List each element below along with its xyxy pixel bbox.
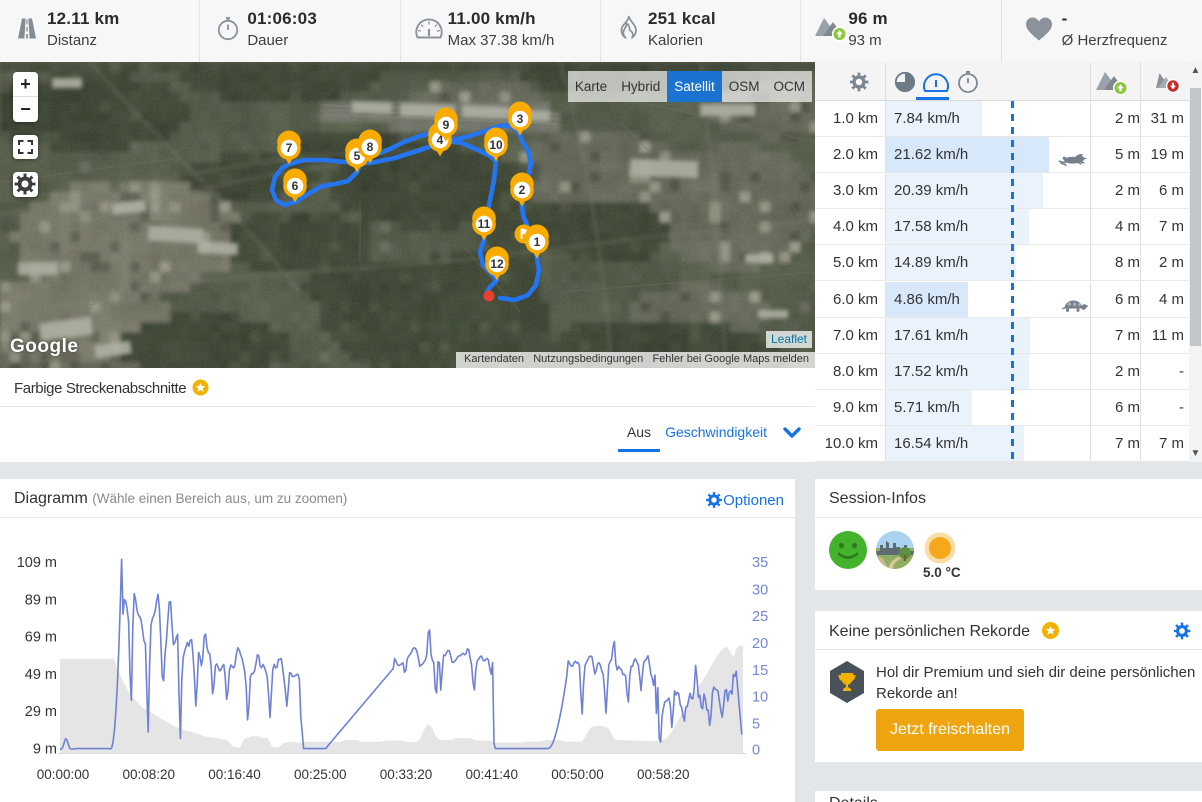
svg-text:00:58:20: 00:58:20 bbox=[637, 767, 690, 782]
svg-text:11: 11 bbox=[478, 217, 491, 231]
svg-text:00:25:00: 00:25:00 bbox=[294, 767, 347, 782]
svg-text:5: 5 bbox=[752, 716, 760, 732]
svg-text:25: 25 bbox=[752, 609, 768, 625]
svg-text:109 m: 109 m bbox=[17, 555, 57, 571]
svg-text:0: 0 bbox=[752, 743, 760, 759]
svg-text:00:16:40: 00:16:40 bbox=[208, 767, 261, 782]
svg-text:00:50:00: 00:50:00 bbox=[551, 767, 604, 782]
svg-text:10: 10 bbox=[752, 690, 768, 706]
svg-text:9 m: 9 m bbox=[33, 742, 57, 758]
svg-text:00:41:40: 00:41:40 bbox=[466, 767, 519, 782]
svg-text:49 m: 49 m bbox=[25, 667, 57, 683]
svg-text:15: 15 bbox=[752, 663, 768, 679]
svg-text:12: 12 bbox=[490, 257, 504, 271]
svg-text:2: 2 bbox=[519, 183, 526, 197]
svg-text:20: 20 bbox=[752, 636, 768, 652]
svg-text:00:08:20: 00:08:20 bbox=[123, 767, 176, 782]
svg-text:7: 7 bbox=[286, 141, 293, 155]
svg-text:9: 9 bbox=[443, 118, 450, 132]
svg-text:8: 8 bbox=[367, 140, 374, 154]
svg-text:6: 6 bbox=[292, 179, 299, 193]
svg-text:4: 4 bbox=[437, 133, 444, 147]
svg-text:00:33:20: 00:33:20 bbox=[380, 767, 433, 782]
svg-text:10: 10 bbox=[489, 138, 503, 152]
svg-text:1: 1 bbox=[534, 235, 541, 249]
svg-text:3: 3 bbox=[517, 112, 524, 126]
svg-text:69 m: 69 m bbox=[25, 630, 57, 646]
svg-text:89 m: 89 m bbox=[25, 592, 57, 608]
svg-text:29 m: 29 m bbox=[25, 704, 57, 720]
svg-text:5: 5 bbox=[354, 149, 361, 163]
svg-text:30: 30 bbox=[752, 582, 768, 598]
svg-text:00:00:00: 00:00:00 bbox=[37, 767, 90, 782]
svg-text:35: 35 bbox=[752, 555, 768, 571]
